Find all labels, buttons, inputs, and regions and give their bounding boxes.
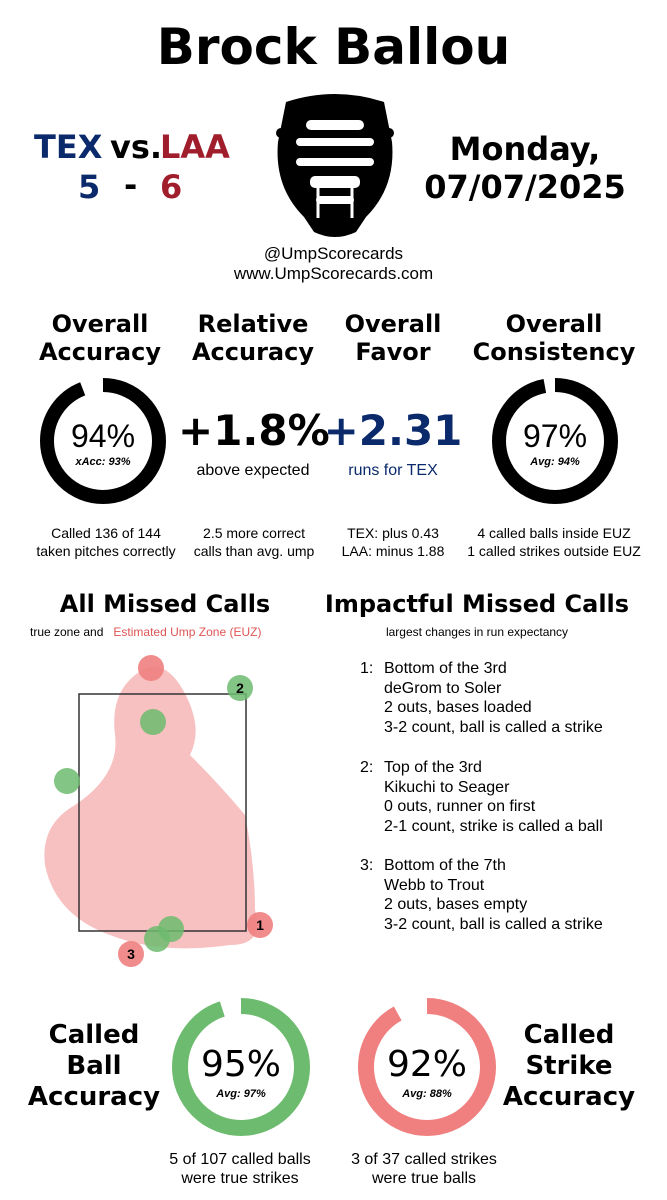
social-handle: @UmpScorecards	[263, 244, 404, 263]
consistency-heading: Overall Consistency	[472, 310, 636, 366]
umpire-mask-icon	[276, 94, 394, 237]
called-ball-heading: Called Ball Accuracy	[27, 1020, 161, 1112]
called-strike-note: 3 of 37 called strikes were true balls	[351, 1151, 497, 1187]
game-date: 07/07/2025	[424, 168, 626, 206]
missed-pitch	[227, 675, 253, 701]
euz-region	[44, 667, 258, 949]
consistency-note: 4 called balls inside EUZ 1 called strike…	[467, 525, 641, 559]
called-ball-sub: Avg: 97%	[216, 1088, 266, 1100]
missed-pitch	[118, 941, 144, 967]
missed-pitch	[54, 768, 80, 794]
impactful-item-3: 3: Bottom of the 7th Webb to Trout 2 outs,…	[360, 857, 603, 933]
accuracy-note: Called 136 of 144 taken pitches correctly	[36, 525, 176, 559]
social-site: www.UmpScorecards.com	[233, 264, 434, 283]
called-ball-value: 95%	[200, 1044, 281, 1085]
relative-sub: above expected	[196, 462, 310, 479]
accuracy-ring	[40, 378, 166, 504]
missed-pitch	[247, 912, 273, 938]
consistency-sub: Avg: 94%	[530, 456, 580, 468]
vs-label: vs.	[110, 128, 163, 166]
impactful-sub: largest changes in run expectancy	[385, 625, 569, 639]
missed-label: 1	[256, 917, 264, 933]
away-team: TEX	[34, 128, 103, 166]
called-strike-sub: Avg: 88%	[402, 1088, 452, 1100]
favor-value: +2.31	[323, 406, 463, 455]
impactful-item-2: 2: Top of the 3rd Kikuchi to Seager 0 outs…	[360, 759, 603, 835]
called-strike-ring	[358, 998, 496, 1136]
missed-label: 3	[127, 946, 135, 962]
called-strike-value: 92%	[386, 1044, 467, 1085]
missed-calls-legend: true zone and Estimated Ump Zone (EUZ)	[30, 625, 261, 639]
called-ball-ring	[172, 998, 310, 1136]
impactful-heading: Impactful Missed Calls	[324, 590, 630, 618]
relative-heading: Relative Accuracy	[191, 310, 314, 366]
home-score: 6	[160, 168, 183, 206]
legend-euz: Estimated Ump Zone (EUZ)	[113, 625, 262, 639]
favor-note: TEX: plus 0.43 LAA: minus 1.88	[341, 525, 445, 559]
missed-pitch	[144, 926, 170, 952]
umpire-name: Brock Ballou	[156, 18, 511, 76]
called-ball-note: 5 of 107 called balls were true strikes	[169, 1151, 311, 1187]
home-team: LAA	[160, 128, 230, 166]
missed-calls-heading: All Missed Calls	[59, 590, 271, 618]
accuracy-value: 94%	[70, 418, 136, 454]
favor-sub: runs for TEX	[348, 462, 438, 479]
relative-value: +1.8%	[178, 406, 330, 455]
favor-heading: Overall Favor	[344, 310, 442, 366]
impactful-item-1: 1: Bottom of the 3rd deGrom to Soler 2 out…	[360, 660, 603, 736]
consistency-ring	[492, 378, 618, 504]
accuracy-sub: xAcc: 93%	[75, 456, 131, 468]
missed-pitch	[140, 709, 166, 735]
missed-label: 2	[236, 680, 244, 696]
consistency-value: 97%	[522, 418, 588, 454]
missed-calls-plot: 1 2 3	[44, 655, 273, 967]
accuracy-heading: Overall Accuracy	[38, 310, 161, 366]
legend-true-zone: true zone and	[30, 625, 104, 639]
score-dash: -	[124, 166, 138, 204]
called-strike-heading: Called Strike Accuracy	[502, 1020, 636, 1112]
relative-note: 2.5 more correct calls than avg. ump	[193, 525, 315, 559]
missed-pitch	[138, 655, 164, 681]
game-day: Monday,	[449, 130, 601, 168]
away-score: 5	[78, 168, 101, 206]
